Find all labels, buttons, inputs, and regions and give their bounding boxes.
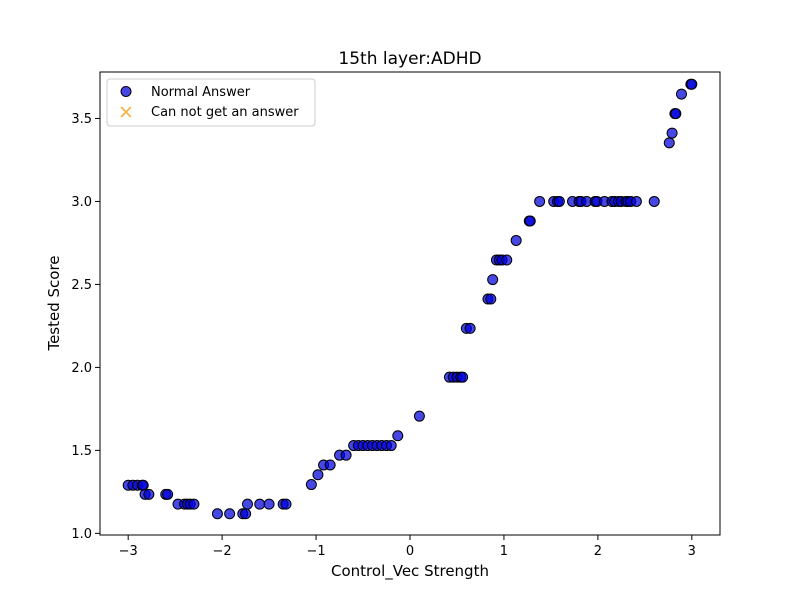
data-point	[670, 108, 682, 120]
data-point	[280, 498, 292, 510]
legend: Normal Answer Can not get an answer	[106, 78, 316, 127]
y-tick-label: 3.5	[71, 112, 92, 127]
data-point	[254, 498, 266, 510]
legend-label-no-answer: Can not get an answer	[151, 105, 299, 120]
data-point	[324, 459, 336, 471]
y-tick-label: 1.5	[71, 444, 92, 459]
data-point	[143, 488, 155, 500]
x-tick-label: 0	[406, 544, 414, 559]
data-point	[241, 498, 253, 510]
data-point	[413, 410, 425, 422]
data-point	[524, 215, 536, 227]
y-axis-label: Tested Score	[45, 255, 63, 351]
data-point	[464, 322, 476, 334]
x-axis-label: Control_Vec Strength	[331, 562, 489, 581]
y-tick-label: 3.0	[71, 195, 92, 210]
x-tick-label: −3	[119, 544, 138, 559]
data-point	[675, 88, 687, 100]
x-tick-label: −1	[306, 544, 325, 559]
data-point	[663, 137, 675, 149]
x-tick-label: 2	[594, 544, 602, 559]
x-tick-label: 3	[688, 544, 696, 559]
data-point	[392, 430, 404, 442]
data-point	[501, 254, 513, 266]
x-tick-label: 1	[500, 544, 508, 559]
data-point	[188, 498, 200, 510]
data-point	[211, 508, 223, 520]
x-axis-ticks: −3 −2 −1 0 1 2 3	[119, 535, 696, 559]
chart-title: 15th layer:ADHD	[338, 49, 481, 69]
data-point	[240, 508, 252, 520]
data-point	[534, 195, 546, 207]
data-point	[485, 293, 497, 305]
data-point	[162, 488, 174, 500]
data-point	[553, 195, 565, 207]
y-tick-label: 1.0	[71, 527, 92, 542]
data-point	[224, 508, 236, 520]
y-axis-ticks: 1.0 1.5 2.0 2.5 3.0 3.5	[71, 112, 100, 542]
data-point	[137, 479, 149, 491]
data-point	[263, 498, 275, 510]
data-point	[385, 440, 397, 452]
data-point	[666, 127, 678, 139]
y-tick-label: 2.0	[71, 361, 92, 376]
y-tick-label: 2.5	[71, 278, 92, 293]
data-point	[340, 449, 352, 461]
x-tick-label: −2	[213, 544, 232, 559]
legend-label-normal-answer: Normal Answer	[151, 85, 251, 100]
data-point	[305, 479, 317, 491]
data-point	[487, 274, 499, 286]
legend-marker-no-answer	[120, 106, 132, 118]
data-point	[457, 371, 469, 383]
data-point	[686, 78, 698, 90]
data-point	[630, 195, 642, 207]
legend-marker-normal-answer	[120, 86, 132, 97]
data-point	[510, 234, 522, 246]
points-layer	[122, 78, 698, 520]
data-point	[312, 469, 324, 481]
legend-box	[106, 78, 316, 127]
data-point	[648, 195, 660, 207]
